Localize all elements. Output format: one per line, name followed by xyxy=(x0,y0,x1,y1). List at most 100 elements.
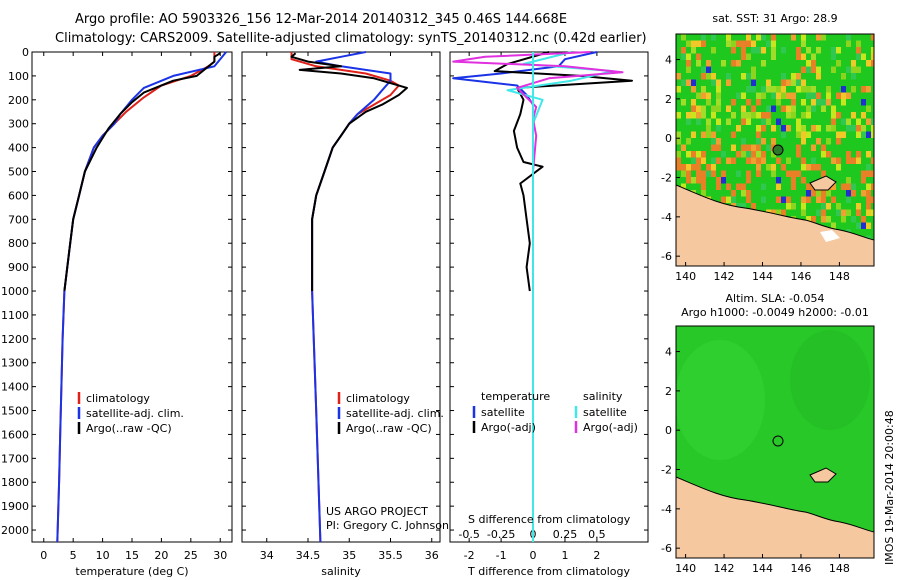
sst-pixel xyxy=(856,125,861,132)
sst-pixel xyxy=(871,34,874,41)
sst-pixel xyxy=(706,125,711,132)
sst-pixel xyxy=(696,112,701,119)
sst-pixel xyxy=(681,79,686,86)
map-x-tick-label: 148 xyxy=(829,562,850,575)
sst-pixel xyxy=(796,73,801,80)
sst-pixel xyxy=(711,73,716,80)
sst-pixel xyxy=(826,203,831,210)
sst-pixel xyxy=(866,183,871,190)
sst-pixel xyxy=(796,53,801,60)
map-y-tick-label: -2 xyxy=(661,172,672,185)
sst-pixel xyxy=(776,157,781,164)
footer-timestamp: IMOS 19-Mar-2014 20:00:48 xyxy=(883,410,896,565)
sst-pixel xyxy=(781,92,786,99)
map-y-tick-label: 4 xyxy=(665,346,672,359)
sst-pixel xyxy=(731,112,736,119)
temperature-panel: 0100200300400500600700800900100011001200… xyxy=(1,46,233,578)
sst-pixel xyxy=(756,138,761,145)
sla-feature xyxy=(676,340,765,460)
sst-pixel xyxy=(676,112,681,119)
sst-pixel xyxy=(791,79,796,86)
sst-pixel xyxy=(871,53,874,60)
sst-pixel xyxy=(721,170,726,177)
sst-pixel xyxy=(771,86,776,93)
sst-pixel xyxy=(816,209,821,216)
sst-pixel xyxy=(781,86,786,93)
sst-pixel xyxy=(686,79,691,86)
sst-pixel xyxy=(821,203,826,210)
sst-pixel xyxy=(841,92,846,99)
sst-pixel xyxy=(756,170,761,177)
x-top-tick-label: 0.5 xyxy=(588,528,606,541)
sst-pixel xyxy=(736,60,741,67)
sst-pixel xyxy=(741,92,746,99)
sst-pixel xyxy=(696,105,701,112)
sst-pixel xyxy=(851,60,856,67)
sst-pixel xyxy=(706,66,711,73)
sst-pixel xyxy=(701,177,706,184)
sst-pixel xyxy=(751,144,756,151)
sst-pixel xyxy=(691,99,696,106)
sst-pixel xyxy=(856,157,861,164)
chart-title-line2: Climatology: CARS2009. Satellite-adjuste… xyxy=(55,31,647,46)
sst-pixel xyxy=(861,125,866,132)
sst-pixel xyxy=(711,34,716,41)
y-tick-label: 700 xyxy=(8,213,29,226)
sst-pixel xyxy=(701,190,706,197)
sst-pixel xyxy=(766,86,771,93)
sst-pixel xyxy=(811,86,816,93)
sst-pixel xyxy=(766,79,771,86)
sst-pixel xyxy=(701,92,706,99)
sst-pixel xyxy=(781,164,786,171)
sst-pixel xyxy=(756,112,761,119)
sst-pixel xyxy=(816,92,821,99)
sst-pixel xyxy=(756,47,761,54)
sst-pixel xyxy=(771,209,776,216)
sla-island xyxy=(809,467,837,483)
plot-frame xyxy=(449,51,649,543)
x-tick-label: 10 xyxy=(96,549,110,562)
sst-pixel xyxy=(821,196,826,203)
sst-pixel xyxy=(716,92,721,99)
sst-pixel xyxy=(866,222,871,229)
sst-pixel xyxy=(801,138,806,145)
sst-pixel xyxy=(796,144,801,151)
sst-pixel xyxy=(751,66,756,73)
x-tick-label: 0 xyxy=(530,549,537,562)
sst-pixel xyxy=(701,105,706,112)
sst-pixel xyxy=(771,34,776,41)
y-tick-label: 300 xyxy=(8,118,29,131)
sst-pixel xyxy=(801,86,806,93)
sst-pixel xyxy=(821,151,826,158)
legend-salinity-header: salinity xyxy=(583,390,623,403)
sst-pixel xyxy=(686,177,691,184)
sst-pixel xyxy=(741,144,746,151)
sst-pixel xyxy=(736,40,741,47)
sst-pixel xyxy=(791,92,796,99)
sst-pixel xyxy=(786,125,791,132)
series-line xyxy=(56,51,227,543)
sst-map-title: sat. SST: 31 Argo: 28.9 xyxy=(712,12,837,25)
sst-pixel xyxy=(726,196,731,203)
sst-pixel xyxy=(856,222,861,229)
sst-pixel xyxy=(681,183,686,190)
sst-pixel xyxy=(716,125,721,132)
sst-pixel xyxy=(821,216,826,223)
sst-pixel xyxy=(851,86,856,93)
sst-pixel xyxy=(836,47,841,54)
sst-pixel xyxy=(816,34,821,41)
sst-pixel xyxy=(751,105,756,112)
map-y-tick-label: 4 xyxy=(665,54,672,67)
sst-pixel xyxy=(701,40,706,47)
sst-pixel xyxy=(831,222,836,229)
sst-pixel xyxy=(691,131,696,138)
sst-pixel xyxy=(726,34,731,41)
sst-pixel xyxy=(711,105,716,112)
y-tick-label: 1600 xyxy=(1,428,29,441)
sst-pixel xyxy=(751,86,756,93)
sst-pixel xyxy=(786,157,791,164)
sst-pixel xyxy=(751,79,756,86)
x-tick-label: 34 xyxy=(260,549,274,562)
sst-pixel xyxy=(846,118,851,125)
legend-satellite-label: satellite-adj. clim. xyxy=(86,407,184,420)
